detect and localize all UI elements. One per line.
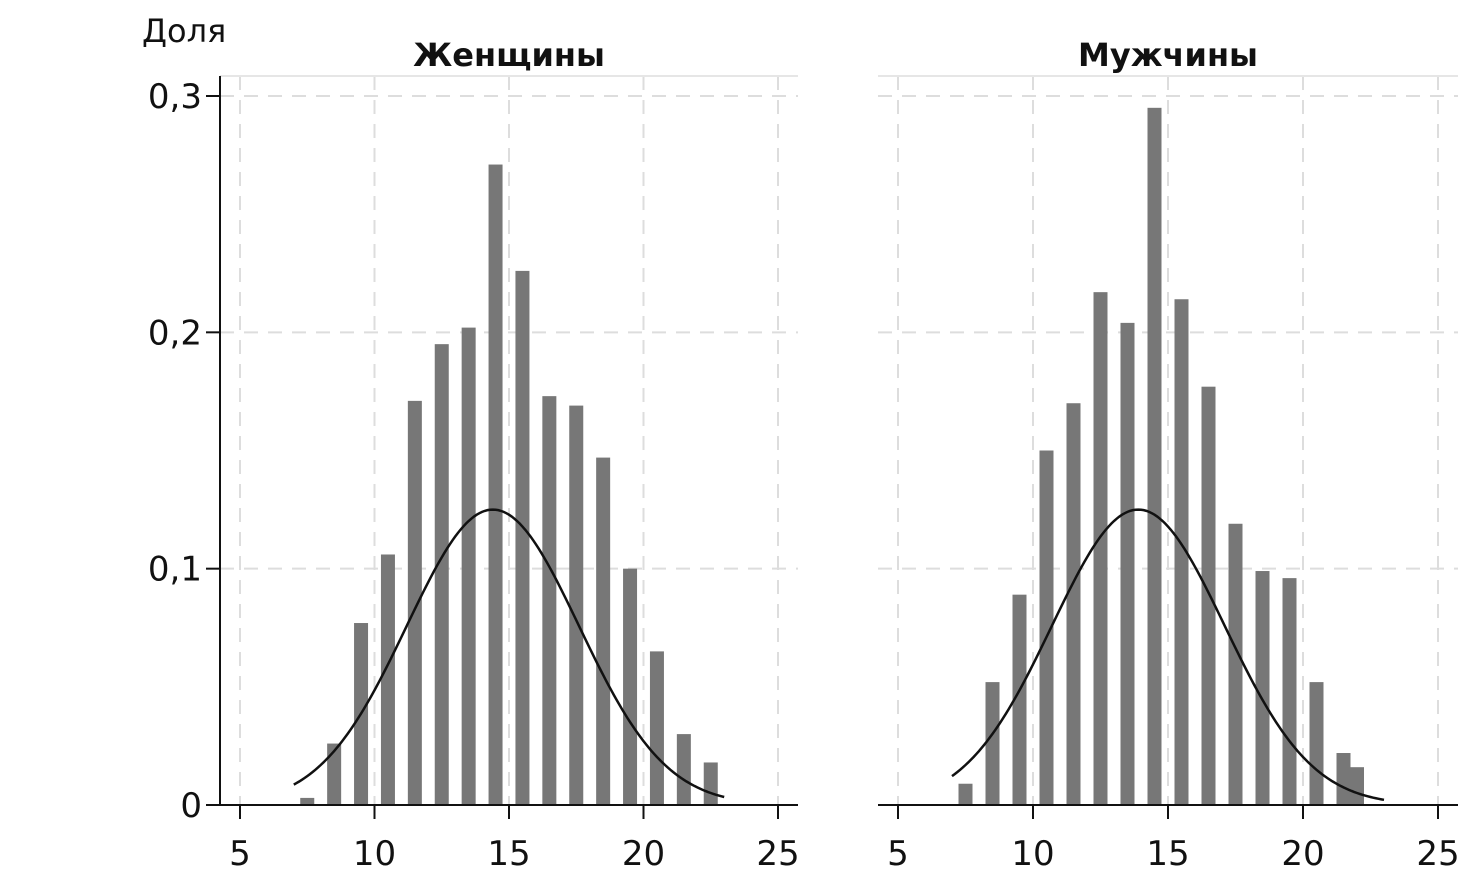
histogram-bar — [596, 457, 611, 805]
histogram-bar — [1228, 523, 1243, 805]
x-tick-label: 10 — [353, 834, 396, 874]
histogram-bar — [1282, 578, 1297, 805]
histogram-bar — [327, 743, 342, 805]
histogram-bar — [515, 270, 530, 805]
histogram-bar — [676, 734, 691, 805]
histogram-bar — [703, 762, 718, 805]
histogram-bar — [1093, 292, 1108, 805]
panel-title: Мужчины — [1078, 36, 1258, 74]
normal-curve — [293, 508, 725, 799]
histogram-bar — [1147, 107, 1162, 806]
histogram-bar — [1120, 322, 1135, 805]
x-tick-label: 25 — [1416, 834, 1459, 874]
x-tick-label: 10 — [1011, 834, 1054, 874]
histogram-bar — [623, 568, 638, 805]
histogram-bar — [1066, 403, 1081, 805]
histogram-bar — [649, 651, 664, 805]
x-tick-label: 15 — [487, 834, 530, 874]
histogram-bar — [1336, 753, 1351, 805]
histogram-bar — [1174, 299, 1189, 805]
x-tick-label: 15 — [1146, 834, 1189, 874]
histogram-bar — [1201, 386, 1216, 805]
histogram-bar — [1309, 682, 1324, 805]
y-tick-label: 0,2 — [148, 313, 202, 353]
histogram-bar — [407, 400, 422, 805]
histogram-bar — [461, 327, 476, 805]
x-tick-label: 5 — [229, 834, 251, 874]
x-tick-label: 25 — [756, 834, 799, 874]
histogram-bar — [985, 682, 1000, 805]
histogram-bar — [488, 164, 503, 805]
histogram-bar — [1350, 767, 1364, 805]
x-tick-label: 5 — [887, 834, 909, 874]
y-tick-label: 0,3 — [148, 77, 202, 117]
x-tick-label: 20 — [622, 834, 665, 874]
histogram-bar — [1039, 450, 1054, 805]
y-axis-label: Доля — [142, 12, 226, 50]
histogram-bar — [380, 554, 395, 805]
histogram-bar — [434, 344, 449, 805]
y-tick-label: 0 — [180, 786, 202, 826]
panel-title: Женщины — [413, 36, 605, 74]
panel-women: Женщины 5 10 15 20 25 0 0,1 0,2 0,3 Доля — [142, 12, 800, 874]
histogram-bar — [1012, 594, 1027, 805]
x-tick-label: 20 — [1281, 834, 1324, 874]
histogram-bar — [569, 405, 584, 805]
histogram-bar — [958, 783, 973, 805]
histogram-bar — [1255, 571, 1270, 805]
histogram-bar — [300, 797, 315, 805]
y-tick-label: 0,1 — [148, 550, 202, 590]
panel-men: Мужчины 5 10 15 20 25 — [878, 36, 1460, 874]
normal-curve — [951, 508, 1385, 802]
histogram-bar — [542, 396, 557, 805]
